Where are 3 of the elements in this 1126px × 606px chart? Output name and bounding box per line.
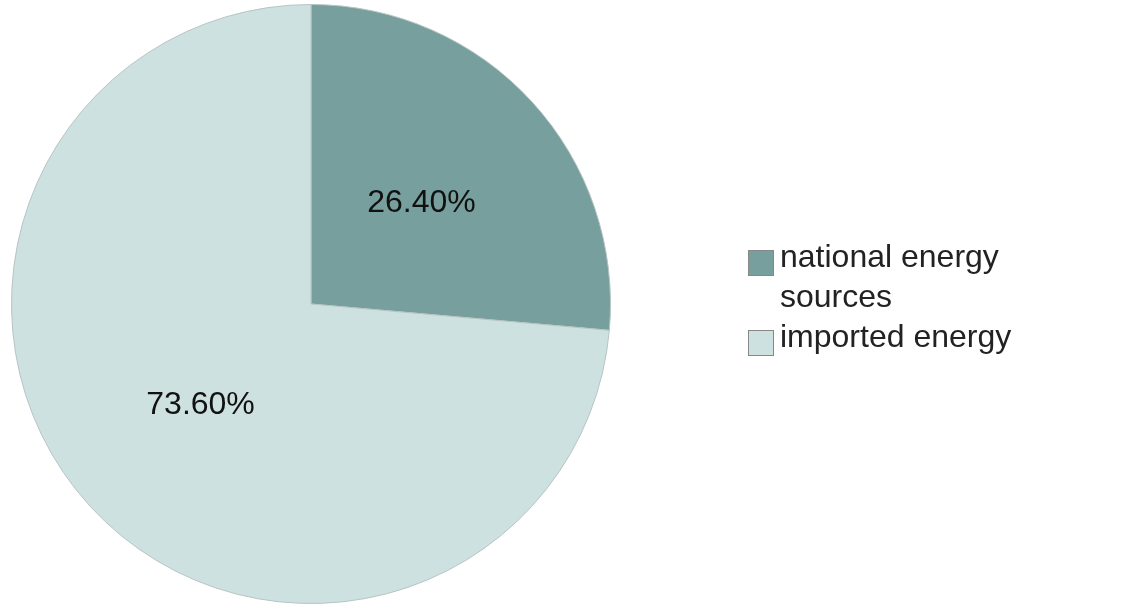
data-label: 26.40% [367, 182, 476, 219]
legend-label: imported energy [780, 317, 1013, 356]
data-label: 73.60% [146, 384, 255, 421]
